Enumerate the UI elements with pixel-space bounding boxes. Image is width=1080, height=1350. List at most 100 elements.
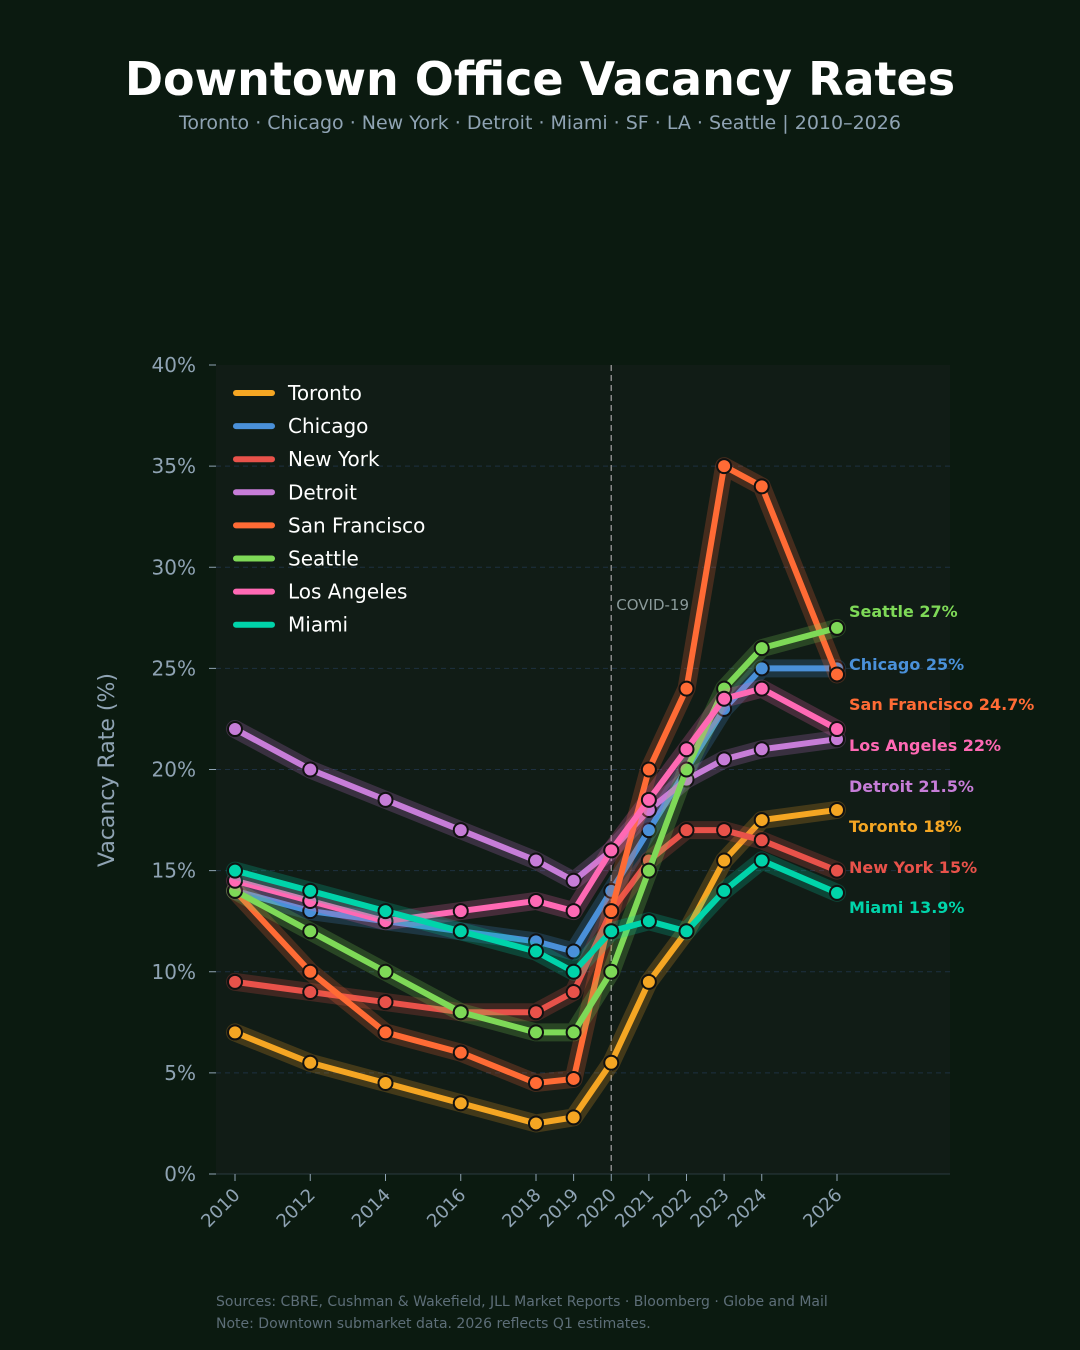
- data-point: [678, 923, 695, 940]
- data-point: [377, 791, 394, 808]
- data-point: [302, 1054, 319, 1071]
- data-point: [565, 872, 582, 889]
- data-point: [829, 666, 845, 683]
- data-point: [528, 892, 544, 909]
- data-point: [829, 721, 845, 738]
- legend-label: Miami: [288, 613, 348, 637]
- data-point: [227, 1024, 243, 1041]
- data-point: [603, 963, 620, 980]
- legend-label: San Francisco: [288, 513, 425, 537]
- y-axis-label: Vacancy Rate (%): [95, 673, 120, 867]
- data-point: [753, 812, 770, 829]
- data-point: [603, 842, 620, 859]
- data-point: [302, 882, 319, 899]
- data-point: [753, 741, 770, 758]
- data-point: [716, 882, 733, 899]
- data-point: [678, 822, 695, 839]
- end-label: San Francisco 24.7%: [849, 695, 1034, 714]
- data-point: [716, 822, 733, 839]
- y-tick-label: 15%: [152, 859, 196, 883]
- legend-label: Detroit: [288, 480, 357, 504]
- y-tick-label: 35%: [152, 454, 196, 478]
- data-point: [377, 1024, 394, 1041]
- data-point: [565, 903, 582, 920]
- data-point: [716, 458, 733, 475]
- x-tick-label: 2021: [611, 1185, 658, 1232]
- data-point: [716, 751, 733, 768]
- legend-label: New York: [288, 447, 380, 471]
- data-point: [565, 1070, 582, 1087]
- x-tick-label: 2010: [197, 1185, 244, 1232]
- data-point: [753, 640, 770, 657]
- x-tick-label: 2012: [273, 1185, 320, 1232]
- x-tick-label: 2022: [649, 1185, 696, 1232]
- data-point: [302, 761, 319, 778]
- data-point: [716, 690, 733, 707]
- data-point: [452, 923, 469, 940]
- data-point: [227, 721, 243, 738]
- x-tick-label: 2019: [536, 1185, 583, 1232]
- data-point: [528, 1024, 544, 1041]
- data-point: [377, 1074, 394, 1091]
- sources-note: Sources: CBRE, Cushman & Wakefield, JLL …: [216, 1294, 828, 1310]
- x-tick-label: 2014: [348, 1185, 395, 1232]
- data-point: [302, 983, 319, 1000]
- end-label: Chicago 25%: [849, 655, 964, 674]
- data-point: [452, 1044, 469, 1061]
- data-point: [452, 1004, 469, 1021]
- data-point: [528, 1004, 544, 1021]
- x-tick-label: 2023: [686, 1185, 733, 1232]
- data-note: Note: Downtown submarket data. 2026 refl…: [216, 1316, 651, 1332]
- data-point: [377, 903, 394, 920]
- y-tick-label: 10%: [152, 960, 196, 984]
- end-label: Detroit 21.5%: [849, 777, 974, 796]
- series-line-toronto: [232, 806, 840, 1127]
- data-point: [565, 1109, 582, 1126]
- end-label: Miami 13.9%: [849, 898, 964, 917]
- x-tick-label: 2018: [498, 1185, 545, 1232]
- data-point: [640, 913, 657, 930]
- data-point: [829, 619, 845, 636]
- data-point: [753, 852, 770, 869]
- data-point: [678, 680, 695, 697]
- end-label: Los Angeles 22%: [849, 736, 1001, 755]
- data-point: [829, 884, 845, 901]
- data-point: [678, 741, 695, 758]
- data-point: [565, 963, 582, 980]
- chart-title: Downtown Office Vacancy Rates: [124, 52, 956, 106]
- data-point: [528, 1074, 544, 1091]
- data-point: [640, 791, 657, 808]
- data-point: [640, 822, 657, 839]
- data-point: [640, 973, 657, 990]
- data-point: [753, 680, 770, 697]
- x-tick-label: 2016: [423, 1185, 470, 1232]
- y-tick-label: 30%: [152, 555, 196, 579]
- data-point: [528, 1115, 544, 1132]
- data-point: [302, 923, 319, 940]
- data-point: [829, 862, 845, 879]
- data-point: [528, 852, 544, 869]
- data-point: [603, 923, 620, 940]
- covid-annotation: COVID-19: [616, 596, 689, 614]
- x-tick-label: 2026: [799, 1185, 846, 1232]
- end-label: Toronto 18%: [849, 817, 962, 836]
- y-tick-label: 5%: [164, 1061, 196, 1085]
- y-tick-label: 40%: [152, 353, 196, 377]
- data-point: [302, 963, 319, 980]
- data-point: [452, 822, 469, 839]
- data-point: [452, 1095, 469, 1112]
- data-point: [640, 862, 657, 879]
- y-tick-label: 20%: [152, 758, 196, 782]
- data-point: [678, 761, 695, 778]
- data-point: [227, 973, 243, 990]
- data-point: [716, 852, 733, 869]
- legend-label: Toronto: [287, 381, 362, 405]
- data-point: [528, 943, 544, 960]
- data-point: [565, 1024, 582, 1041]
- data-point: [753, 832, 770, 849]
- end-label: Seattle 27%: [849, 602, 958, 621]
- data-point: [829, 801, 845, 818]
- chart-subtitle: Toronto · Chicago · New York · Detroit ·…: [179, 112, 901, 134]
- data-point: [753, 478, 770, 495]
